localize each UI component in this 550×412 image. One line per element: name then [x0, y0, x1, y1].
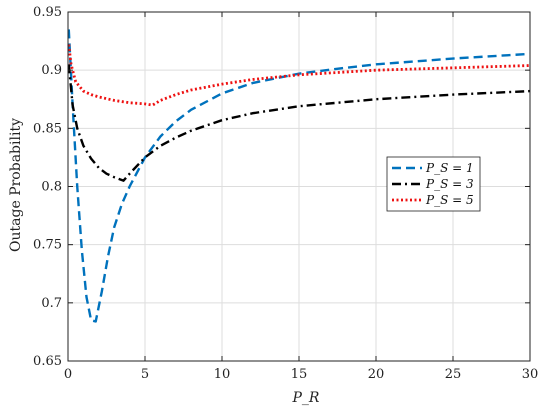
x-tick-label: 20 [368, 367, 385, 382]
series-line-3 [67, 44, 531, 107]
x-tick-label: 10 [214, 367, 231, 382]
x-tick-label: 15 [291, 367, 308, 382]
x-tick-label: 30 [522, 367, 539, 382]
y-tick-label: 0.7 [41, 296, 62, 311]
series-lines [67, 29, 531, 323]
legend-box [386, 156, 481, 212]
legend-label-1: P_S = 1 [425, 161, 474, 175]
series-line-2 [67, 64, 531, 182]
y-tick-label: 0.85 [33, 121, 62, 136]
x-tick-label: 25 [445, 367, 462, 382]
axis-ticks [67, 11, 531, 362]
legend-label-3: P_S = 5 [425, 193, 474, 207]
legend: P_S = 1 P_S = 3 P_S = 5 [386, 156, 481, 212]
series-line-1 [67, 29, 531, 323]
legend-label-2: P_S = 3 [425, 177, 474, 191]
x-tick-label: 0 [64, 367, 72, 382]
y-tick-label: 0.8 [41, 180, 62, 195]
y-tick-label: 0.75 [33, 238, 62, 253]
x-axis-title: P_R [292, 390, 320, 406]
y-tick-label: 0.95 [33, 5, 62, 20]
tick-labels: 0 5 10 15 20 25 30 0.65 0.7 0.75 0.8 0.85 0.9 0.95 [33, 5, 538, 382]
y-tick-label: 0.65 [33, 354, 62, 369]
y-tick-label: 0.9 [41, 63, 62, 78]
y-axis-title: Outage Probability [8, 118, 24, 252]
x-tick-label: 5 [141, 367, 149, 382]
